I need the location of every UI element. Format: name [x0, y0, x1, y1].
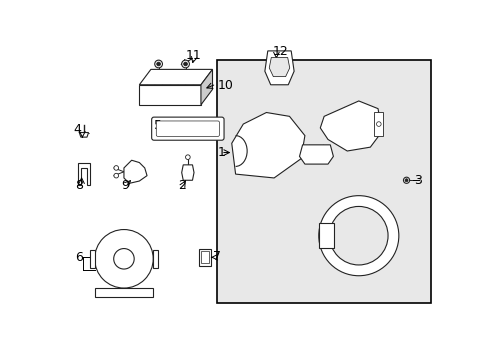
Polygon shape: [123, 160, 147, 183]
Polygon shape: [269, 58, 289, 77]
Text: 7: 7: [213, 250, 221, 263]
Polygon shape: [79, 132, 88, 137]
Circle shape: [376, 122, 380, 126]
Polygon shape: [264, 51, 293, 85]
Bar: [95, 288, 153, 297]
Bar: [318, 223, 333, 248]
Polygon shape: [320, 101, 381, 151]
Text: 4: 4: [74, 123, 81, 136]
Text: 1: 1: [218, 146, 225, 159]
Circle shape: [154, 60, 162, 68]
Text: 10: 10: [218, 79, 233, 92]
Bar: [217, 60, 430, 303]
Circle shape: [403, 177, 409, 183]
Text: 12: 12: [272, 45, 288, 58]
Polygon shape: [78, 163, 90, 185]
Bar: [201, 251, 208, 264]
FancyBboxPatch shape: [156, 121, 219, 136]
Text: 3: 3: [413, 174, 421, 187]
Bar: [90, 250, 95, 267]
Text: 9: 9: [122, 179, 129, 192]
Circle shape: [114, 166, 118, 170]
Circle shape: [404, 179, 407, 182]
Circle shape: [329, 206, 387, 265]
Circle shape: [318, 195, 398, 276]
Circle shape: [114, 173, 118, 178]
Text: 5: 5: [154, 119, 162, 132]
Polygon shape: [139, 69, 212, 85]
Polygon shape: [299, 145, 333, 164]
Text: 2: 2: [178, 179, 185, 192]
Polygon shape: [231, 112, 305, 178]
Bar: [373, 112, 383, 136]
Polygon shape: [182, 165, 194, 180]
Circle shape: [114, 248, 134, 269]
Circle shape: [185, 155, 190, 159]
Text: 6: 6: [75, 251, 83, 264]
Circle shape: [182, 60, 189, 68]
Bar: [198, 249, 210, 266]
Polygon shape: [139, 85, 201, 105]
Circle shape: [183, 62, 187, 66]
Circle shape: [156, 62, 160, 66]
Circle shape: [95, 230, 153, 288]
Bar: [153, 250, 158, 267]
Polygon shape: [201, 69, 212, 105]
FancyBboxPatch shape: [151, 117, 224, 140]
Text: 8: 8: [75, 179, 83, 192]
Text: 11: 11: [186, 49, 202, 62]
